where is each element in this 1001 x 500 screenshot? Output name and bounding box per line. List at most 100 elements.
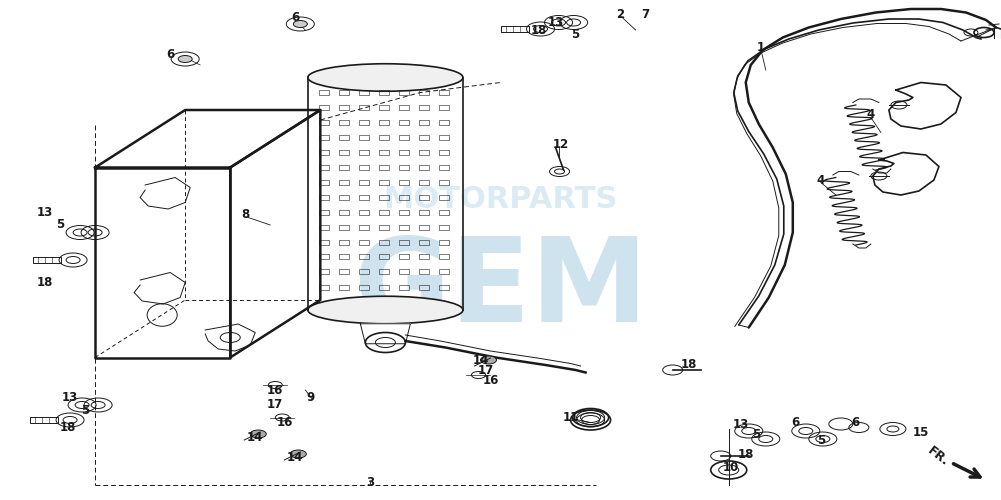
Bar (319, 180, 329, 184)
Bar (359, 254, 369, 260)
Circle shape (480, 356, 496, 364)
Text: 5: 5 (752, 428, 760, 442)
Bar (379, 164, 389, 170)
Bar (379, 194, 389, 200)
Circle shape (178, 56, 192, 62)
Bar (439, 164, 449, 170)
Text: 17: 17 (267, 398, 283, 411)
Bar (359, 120, 369, 124)
Bar (339, 224, 349, 230)
Bar (439, 284, 449, 290)
Bar (359, 104, 369, 110)
Bar (379, 150, 389, 154)
Bar (419, 150, 429, 154)
Bar (399, 104, 409, 110)
Bar (439, 224, 449, 230)
Bar (439, 104, 449, 110)
Text: 1: 1 (757, 41, 765, 54)
Bar (419, 180, 429, 184)
Bar (319, 210, 329, 214)
Bar (379, 210, 389, 214)
Text: 6: 6 (166, 48, 174, 62)
FancyBboxPatch shape (33, 257, 61, 263)
Bar (419, 240, 429, 244)
Text: 11: 11 (563, 411, 579, 424)
Bar (439, 180, 449, 184)
Circle shape (293, 20, 307, 28)
Bar (399, 150, 409, 154)
Bar (339, 194, 349, 200)
Bar (439, 210, 449, 214)
Bar (439, 194, 449, 200)
Text: 13: 13 (37, 206, 53, 219)
Ellipse shape (308, 296, 462, 324)
Bar (399, 90, 409, 94)
Bar (359, 224, 369, 230)
Bar (339, 104, 349, 110)
Bar (399, 194, 409, 200)
Text: 10: 10 (723, 461, 739, 474)
Bar (339, 284, 349, 290)
Text: 18: 18 (531, 24, 547, 36)
Bar (439, 120, 449, 124)
Bar (379, 224, 389, 230)
Bar (339, 120, 349, 124)
Text: 7: 7 (642, 8, 650, 20)
FancyBboxPatch shape (500, 26, 529, 32)
Text: 17: 17 (477, 364, 493, 376)
Bar (339, 150, 349, 154)
Text: 5: 5 (817, 434, 825, 446)
Bar (339, 240, 349, 244)
Bar (419, 90, 429, 94)
Text: 5: 5 (81, 404, 89, 416)
Bar (439, 270, 449, 274)
Bar (379, 104, 389, 110)
Bar (379, 254, 389, 260)
Text: 12: 12 (553, 138, 569, 151)
Bar (359, 240, 369, 244)
Bar (339, 180, 349, 184)
Bar (379, 134, 389, 140)
Text: 14: 14 (247, 431, 263, 444)
Bar (319, 104, 329, 110)
Bar (379, 284, 389, 290)
Text: 16: 16 (482, 374, 498, 386)
Text: 9: 9 (306, 391, 314, 404)
Bar (399, 224, 409, 230)
Bar (399, 134, 409, 140)
Bar (399, 240, 409, 244)
Bar (359, 134, 369, 140)
Bar (379, 240, 389, 244)
Bar (319, 270, 329, 274)
Ellipse shape (308, 64, 462, 91)
Text: 5: 5 (56, 218, 64, 232)
Text: 5: 5 (572, 28, 580, 40)
Circle shape (250, 430, 266, 438)
Text: GEM: GEM (353, 232, 648, 347)
FancyBboxPatch shape (30, 417, 58, 423)
Bar (419, 224, 429, 230)
Bar (399, 180, 409, 184)
Bar (419, 210, 429, 214)
Text: 4: 4 (817, 174, 825, 186)
Bar (399, 270, 409, 274)
Text: 3: 3 (366, 476, 374, 489)
Text: 18: 18 (738, 448, 754, 462)
Bar (379, 90, 389, 94)
Bar (419, 134, 429, 140)
Bar (419, 254, 429, 260)
Bar (359, 284, 369, 290)
Bar (399, 284, 409, 290)
Bar (379, 180, 389, 184)
Bar (439, 254, 449, 260)
Text: 6: 6 (291, 11, 299, 24)
Bar (319, 150, 329, 154)
Bar (359, 180, 369, 184)
Text: 18: 18 (37, 276, 53, 289)
Bar (339, 90, 349, 94)
Bar (419, 104, 429, 110)
Bar (359, 270, 369, 274)
Bar (399, 210, 409, 214)
Bar (419, 270, 429, 274)
Bar (419, 164, 429, 170)
